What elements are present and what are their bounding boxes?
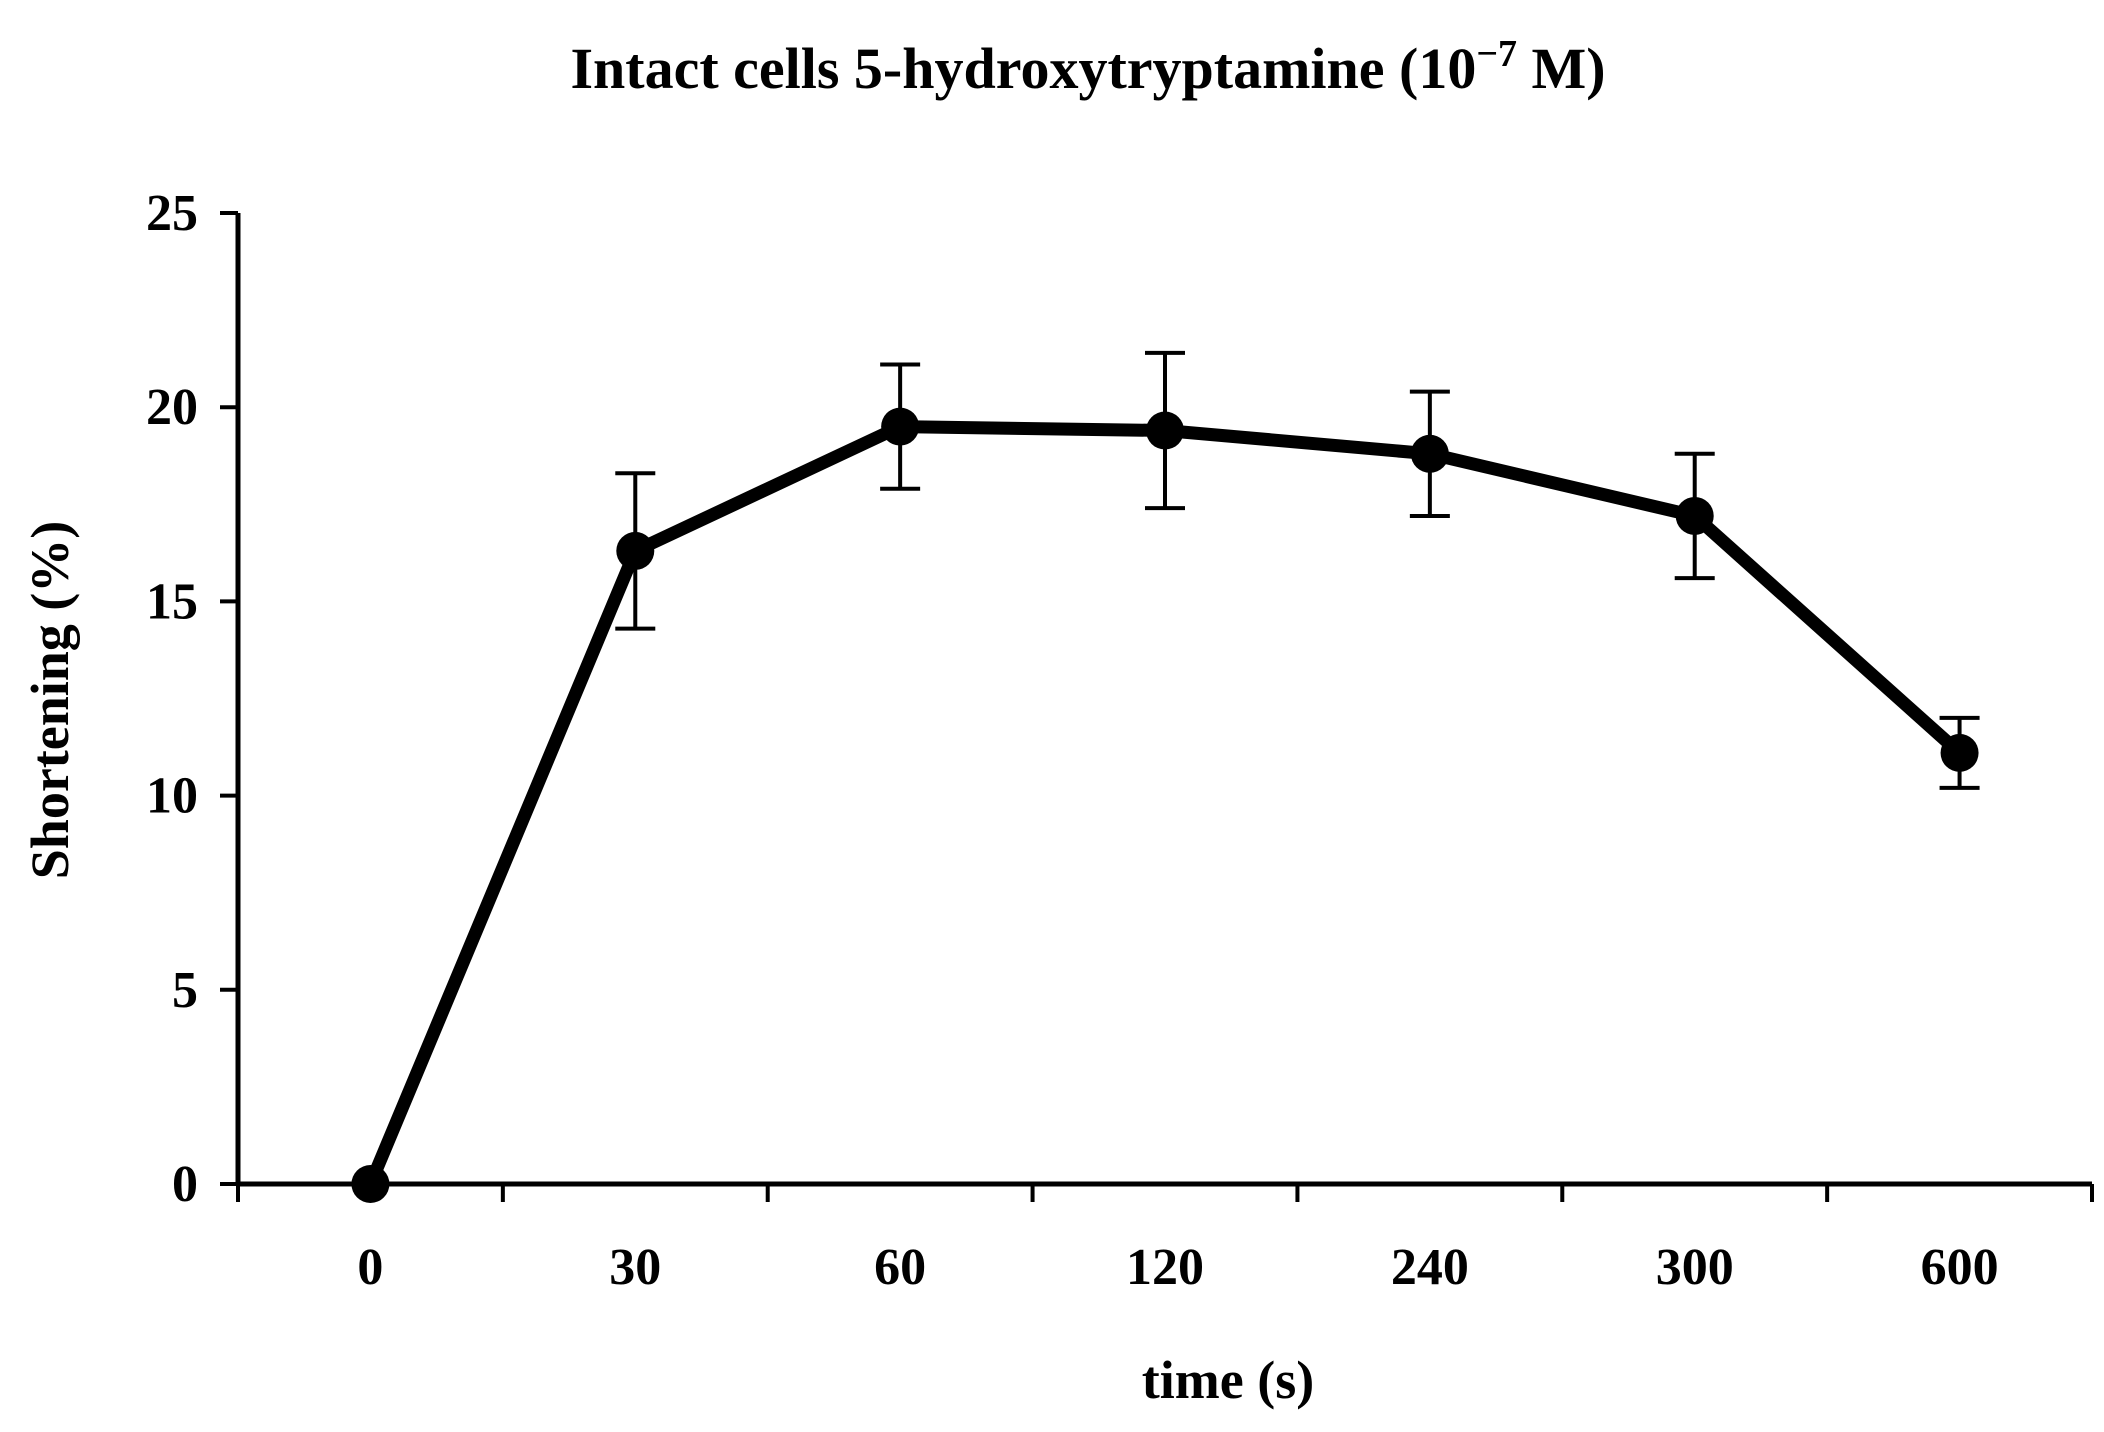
y-tick-label: 10	[146, 768, 198, 825]
chart-marks	[351, 350, 1980, 1203]
y-tick-label: 5	[172, 962, 198, 1019]
data-point	[881, 407, 920, 446]
y-tick-label: 0	[172, 1156, 198, 1213]
x-tick-label: 240	[1391, 1239, 1469, 1296]
y-axis-label: Shortening (%)	[20, 521, 80, 880]
x-tick-label: 600	[1921, 1239, 1999, 1296]
y-tick-label: 15	[146, 573, 198, 630]
chart-title-main: Intact cells 5-hydroxytryptamine (10	[570, 36, 1476, 101]
x-axis-label: time (s)	[1142, 1350, 1314, 1410]
data-point	[1940, 733, 1979, 772]
chart-title-superscript: −7	[1476, 33, 1517, 75]
y-tick-label: 25	[146, 185, 198, 242]
chart-title-suffix: M)	[1517, 36, 1606, 101]
x-tick-label: 0	[357, 1239, 383, 1296]
x-tick-label: 60	[874, 1239, 926, 1296]
series-line	[363, 420, 1967, 1191]
x-tick-label: 120	[1126, 1239, 1204, 1296]
data-point	[616, 531, 655, 570]
chart-title: Intact cells 5-hydroxytryptamine (10−7 M…	[570, 33, 1605, 101]
data-point	[1146, 411, 1184, 450]
y-tick-label: 20	[146, 379, 198, 436]
x-tick-label: 300	[1656, 1239, 1734, 1296]
data-point	[1675, 496, 1714, 535]
data-point	[1410, 434, 1449, 473]
axes: 0 5 10 15 20 25 0 30 60 120 240 300 600	[146, 185, 2094, 1296]
x-tick-label: 30	[609, 1239, 661, 1296]
data-point	[351, 1165, 390, 1203]
